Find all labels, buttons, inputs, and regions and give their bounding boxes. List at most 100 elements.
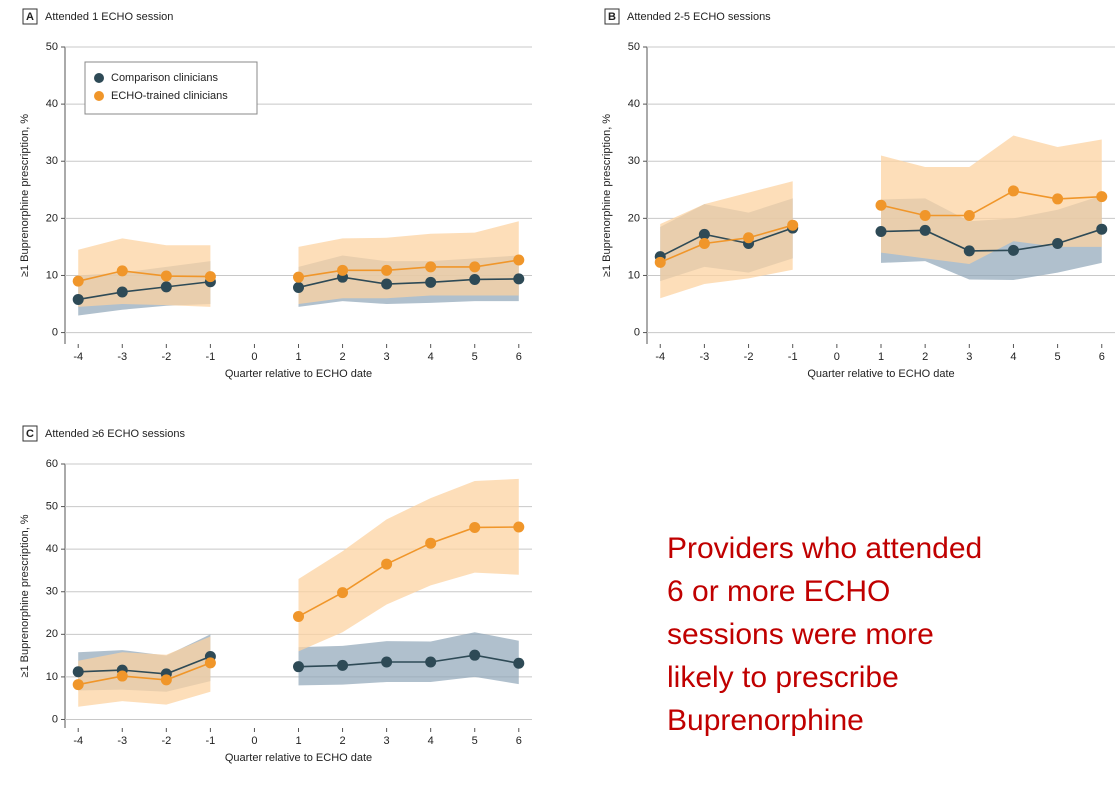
chart-title: Attended ≥6 ECHO sessions bbox=[45, 428, 185, 440]
y-tick-label: 20 bbox=[46, 628, 58, 640]
x-tick-label: 5 bbox=[1055, 351, 1061, 363]
panel-label-box bbox=[604, 8, 620, 25]
chart-title: Attended 2-5 ECHO sessions bbox=[627, 11, 771, 23]
data-point bbox=[425, 537, 437, 549]
data-point bbox=[919, 224, 931, 236]
x-tick-label: 6 bbox=[516, 351, 522, 363]
data-point bbox=[1007, 185, 1019, 197]
data-point bbox=[204, 271, 216, 283]
data-point bbox=[293, 271, 304, 283]
x-tick-label: 1 bbox=[295, 735, 301, 747]
panel: B Attended 2-5 ECHO sessions01020304050-4… bbox=[601, 8, 1115, 380]
data-point bbox=[513, 657, 525, 669]
panel: C Attended ≥6 ECHO sessions0102030405060-… bbox=[19, 425, 532, 764]
x-axis-label: Quarter relative to ECHO date bbox=[225, 368, 372, 380]
x-tick-label: -4 bbox=[73, 735, 83, 747]
x-tick-label: 2 bbox=[922, 351, 928, 363]
x-tick-label: -2 bbox=[161, 735, 171, 747]
series-line bbox=[78, 526, 519, 686]
data-point bbox=[425, 261, 437, 273]
data-point bbox=[1052, 237, 1064, 249]
y-tick-label: 30 bbox=[46, 586, 58, 598]
data-point bbox=[469, 273, 481, 285]
x-tick-label: -1 bbox=[788, 351, 798, 363]
legend-marker bbox=[94, 91, 104, 101]
x-tick-label: -3 bbox=[117, 735, 127, 747]
y-tick-label: 40 bbox=[46, 98, 58, 110]
y-tick-label: 50 bbox=[46, 500, 58, 512]
data-point bbox=[293, 610, 304, 622]
data-point bbox=[160, 674, 172, 686]
y-tick-label: 0 bbox=[52, 713, 58, 725]
confidence-band bbox=[881, 135, 1102, 265]
data-point bbox=[469, 261, 481, 273]
data-point bbox=[1096, 223, 1108, 235]
annotation: likely to prescribe bbox=[667, 661, 899, 694]
x-tick-label: 1 bbox=[878, 351, 884, 363]
data-point bbox=[698, 237, 710, 249]
y-tick-label: 30 bbox=[46, 155, 58, 167]
y-axis-label: ≥1 Buprenorphine prescription, % bbox=[601, 114, 613, 277]
y-tick-label: 20 bbox=[628, 212, 640, 224]
x-tick-label: 4 bbox=[428, 735, 434, 747]
confidence-band bbox=[78, 238, 211, 307]
x-tick-label: -1 bbox=[205, 351, 215, 363]
series-line bbox=[659, 227, 1102, 258]
data-point bbox=[72, 275, 84, 287]
data-point bbox=[160, 281, 172, 293]
data-point bbox=[116, 670, 128, 682]
data-point bbox=[293, 281, 304, 293]
data-point bbox=[116, 286, 128, 298]
confidence-band bbox=[298, 221, 519, 305]
panel-label: C bbox=[26, 428, 34, 440]
data-point bbox=[698, 228, 710, 240]
series-line bbox=[78, 276, 519, 301]
data-point bbox=[72, 679, 84, 691]
data-point bbox=[1007, 244, 1019, 256]
x-tick-label: 2 bbox=[339, 351, 345, 363]
legend-label: ECHO-trained clinicians bbox=[111, 90, 228, 102]
y-tick-label: 10 bbox=[628, 269, 640, 281]
data-point bbox=[337, 264, 349, 276]
x-tick-label: -3 bbox=[117, 351, 127, 363]
panel-label-box bbox=[22, 425, 38, 442]
data-point bbox=[513, 254, 525, 266]
data-point bbox=[469, 649, 481, 661]
panel-label: A bbox=[26, 11, 34, 23]
data-point bbox=[654, 256, 666, 268]
data-point bbox=[787, 219, 799, 231]
y-tick-label: 40 bbox=[628, 98, 640, 110]
data-point bbox=[875, 225, 887, 237]
annotation: Buprenorphine bbox=[667, 704, 864, 737]
confidence-band bbox=[660, 181, 793, 299]
y-tick-label: 50 bbox=[46, 41, 58, 53]
series-line bbox=[78, 259, 519, 282]
x-tick-label: 6 bbox=[1099, 351, 1105, 363]
y-tick-label: 20 bbox=[46, 212, 58, 224]
annotation: Providers who attended bbox=[667, 532, 982, 565]
series-line bbox=[78, 654, 519, 675]
confidence-band bbox=[298, 632, 519, 686]
x-tick-label: -3 bbox=[700, 351, 710, 363]
x-tick-label: 6 bbox=[516, 735, 522, 747]
legend-box bbox=[84, 61, 258, 115]
x-tick-label: -2 bbox=[161, 351, 171, 363]
y-axis-label: ≥1 Buprenorphine prescription, % bbox=[19, 514, 31, 677]
data-point bbox=[381, 558, 393, 570]
data-point bbox=[425, 656, 437, 668]
y-tick-label: 0 bbox=[634, 326, 640, 338]
data-point bbox=[963, 209, 975, 221]
x-tick-label: 3 bbox=[384, 735, 390, 747]
series-line bbox=[659, 190, 1102, 264]
x-tick-label: -4 bbox=[73, 351, 83, 363]
legend-marker bbox=[94, 73, 104, 83]
data-point bbox=[513, 273, 525, 285]
data-point bbox=[293, 661, 304, 673]
data-point bbox=[72, 293, 84, 305]
data-point bbox=[204, 657, 216, 669]
data-point bbox=[337, 587, 349, 599]
x-tick-label: 0 bbox=[834, 351, 840, 363]
x-tick-label: 0 bbox=[251, 735, 257, 747]
data-point bbox=[381, 278, 393, 290]
